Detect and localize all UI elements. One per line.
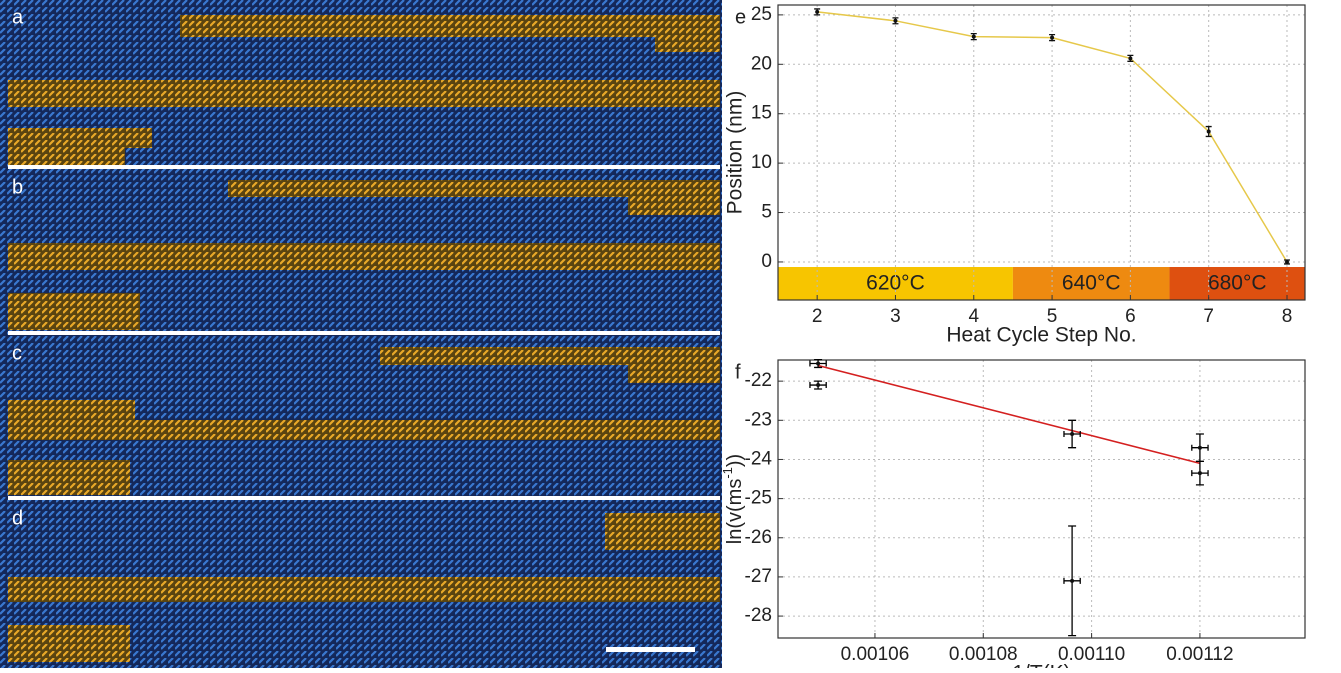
y-axis-label-part: -1 xyxy=(720,467,735,479)
data-point xyxy=(1070,432,1075,437)
domain-stripe xyxy=(8,128,152,148)
panel-label: f xyxy=(735,361,741,383)
x-tick-label: 0.00110 xyxy=(1058,644,1125,665)
x-tick-label: 8 xyxy=(1282,306,1293,327)
y-tick-label: 25 xyxy=(751,4,772,25)
y-axis-label: ln(v(ms-1)) xyxy=(720,454,746,544)
y-tick-label: 20 xyxy=(751,53,772,74)
domain-stripe xyxy=(605,513,720,550)
x-tick-label: 0.00106 xyxy=(841,644,910,665)
data-point xyxy=(1050,35,1055,40)
data-point xyxy=(816,361,821,366)
domain-stripe xyxy=(8,148,125,165)
data-point xyxy=(971,34,976,39)
band-label: 680°C xyxy=(1208,272,1267,295)
domain-stripe xyxy=(8,400,135,420)
domain-stripe xyxy=(8,460,130,495)
data-point xyxy=(1284,259,1289,264)
plot-frame xyxy=(777,359,1306,639)
panel-divider xyxy=(8,165,720,169)
panel-label: b xyxy=(12,176,23,198)
micrographs: a b c d xyxy=(0,0,722,668)
domain-stripe xyxy=(8,625,130,662)
x-tick-label: 5 xyxy=(1047,306,1058,327)
y-axis-label-part: )) xyxy=(724,454,746,467)
x-tick-label: 2 xyxy=(812,306,823,327)
panel-label: c xyxy=(12,342,22,364)
y-tick-label: -24 xyxy=(745,448,773,469)
data-point xyxy=(1197,445,1202,450)
domain-stripe xyxy=(655,37,720,52)
y-tick-label: 5 xyxy=(761,202,772,223)
x-tick-label: 4 xyxy=(968,306,979,327)
data-point xyxy=(1070,578,1075,583)
x-tick-label: 3 xyxy=(890,306,901,327)
domain-stripe xyxy=(628,365,720,383)
y-axis-label-part: ln(v(ms xyxy=(724,479,746,545)
panel-divider xyxy=(8,331,720,335)
y-tick-label: -28 xyxy=(745,605,772,626)
temperature-band xyxy=(778,267,1013,300)
x-tick-label: 6 xyxy=(1125,306,1136,327)
panel-label: a xyxy=(12,6,24,28)
domain-stripe xyxy=(8,80,720,107)
domain-stripe xyxy=(8,293,140,330)
y-tick-label: -27 xyxy=(745,566,772,587)
panel-divider xyxy=(8,496,720,500)
y-tick-label: -22 xyxy=(745,370,772,391)
domain-stripe xyxy=(180,15,720,37)
y-tick-label: -23 xyxy=(745,409,772,430)
data-point xyxy=(816,383,821,388)
domain-stripe xyxy=(228,180,720,197)
x-tick-label: 7 xyxy=(1203,306,1214,327)
y-tick-label: 0 xyxy=(761,251,772,272)
data-point xyxy=(1197,471,1202,476)
y-tick-label: 10 xyxy=(751,152,772,173)
y-tick-label: -26 xyxy=(745,527,772,548)
data-point xyxy=(893,18,898,23)
domain-stripe xyxy=(8,577,720,602)
domain-stripe xyxy=(8,420,720,440)
data-point xyxy=(1206,129,1211,134)
x-axis-label: Heat Cycle Step No. xyxy=(946,324,1136,347)
scale-bar xyxy=(606,647,695,652)
x-axis-label: 1/T(K) xyxy=(1012,662,1070,668)
x-tick-label: 0.00108 xyxy=(949,644,1018,665)
data-point xyxy=(815,9,820,14)
temperature-band xyxy=(1169,267,1305,300)
domain-stripe xyxy=(380,347,720,365)
y-tick-label: 15 xyxy=(751,103,772,124)
panel-label: e xyxy=(735,6,746,28)
plot-frame xyxy=(777,4,1306,301)
band-label: 640°C xyxy=(1062,272,1121,295)
x-tick-label: 0.00112 xyxy=(1166,644,1233,665)
domain-stripe xyxy=(8,243,720,270)
y-axis-label: Position (nm) xyxy=(724,91,747,215)
band-label: 620°C xyxy=(866,272,925,295)
fit-line xyxy=(817,364,1201,465)
y-tick-label: -25 xyxy=(745,488,772,509)
domain-stripe xyxy=(628,197,720,215)
temperature-band xyxy=(1012,267,1170,300)
panel-label: d xyxy=(12,507,23,529)
data-point xyxy=(1128,56,1133,61)
